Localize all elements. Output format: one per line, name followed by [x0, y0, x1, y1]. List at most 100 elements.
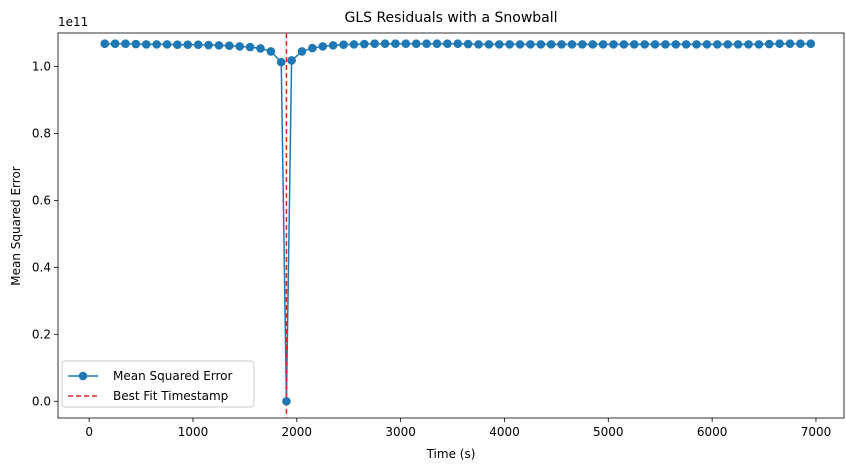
mse-point [702, 40, 712, 49]
x-tick-label: 0 [85, 425, 93, 439]
x-tick-label: 7000 [801, 425, 832, 439]
mse-point [546, 40, 556, 49]
mse-point [775, 39, 784, 49]
mse-point [256, 44, 265, 53]
mse-point [411, 39, 421, 49]
mse-point [214, 41, 224, 50]
legend-box [61, 360, 255, 408]
mse-point [713, 40, 722, 49]
mse-point [282, 396, 291, 406]
mse-point [328, 41, 338, 50]
y-tick-label: 0.2 [32, 327, 51, 341]
mse-point [764, 39, 774, 49]
y-offset-text: 1e11 [58, 15, 88, 29]
mse-point [692, 40, 701, 49]
x-axis: 0 1000 2000 3000 4000 5000 6000 7000 [85, 418, 831, 439]
mse-point [380, 39, 390, 49]
mse-point [619, 40, 629, 49]
y-axis: 0.0 0.2 0.4 0.6 0.8 1.0 [32, 59, 58, 408]
y-tick-label: 0.0 [32, 394, 51, 408]
series-layer [100, 33, 816, 418]
mse-point [609, 40, 618, 49]
mse-point [474, 40, 483, 49]
mse-point [276, 57, 286, 67]
mse-point [453, 39, 463, 49]
mse-point [401, 39, 411, 49]
mse-point [463, 39, 473, 49]
mse-point [287, 56, 296, 65]
mse-point [588, 40, 598, 49]
mse-point [100, 39, 110, 49]
mse-point [349, 40, 359, 49]
mse-point [650, 40, 660, 49]
mse-point [671, 40, 681, 49]
mse-point [308, 43, 317, 53]
mse-point [515, 40, 525, 49]
x-tick-label: 1000 [178, 425, 209, 439]
mse-point [432, 39, 442, 49]
x-tick-label: 5000 [593, 425, 624, 439]
mse-point [245, 42, 255, 52]
mse-point [193, 40, 203, 50]
mse-point [360, 39, 369, 49]
legend-mse-label: Mean Squared Error [113, 369, 233, 383]
mse-point [723, 40, 733, 49]
mse-point [225, 41, 234, 51]
mse-point [536, 40, 546, 49]
mse-point [494, 40, 504, 49]
y-tick-label: 0.4 [32, 260, 51, 274]
mse-point [629, 40, 639, 49]
mse-point [204, 40, 213, 50]
mse-point [266, 47, 276, 56]
mse-point [318, 42, 328, 51]
mse-series-line [104, 42, 811, 402]
mse-point [370, 39, 379, 49]
x-tick-label: 2000 [282, 425, 313, 439]
legend-bestfit-label: Best Fit Timestamp [113, 389, 228, 403]
mse-point [235, 42, 245, 51]
mse-point [110, 39, 120, 49]
x-tick-label: 3000 [385, 425, 416, 439]
mse-point [640, 40, 649, 49]
plot-area [57, 32, 845, 419]
mse-point [567, 40, 577, 49]
mse-point [785, 39, 795, 49]
x-tick-label: 4000 [489, 425, 520, 439]
y-axis-label: Mean Squared Error [9, 166, 23, 286]
mse-point [744, 40, 753, 49]
mse-point [141, 40, 151, 49]
mse-point [598, 40, 608, 49]
mse-point [131, 39, 141, 49]
mse-point [339, 40, 348, 50]
y-tick-label: 0.6 [32, 193, 51, 207]
chart-title: GLS Residuals with a Snowball [344, 10, 557, 26]
y-tick-label: 0.8 [32, 126, 51, 140]
mse-point [297, 47, 307, 56]
mse-point [806, 39, 816, 49]
mse-point [173, 40, 182, 50]
mse-point [733, 40, 743, 49]
mse-point [443, 39, 452, 49]
legend: Mean Squared Error Best Fit Timestamp [61, 360, 255, 408]
mse-point [661, 40, 670, 49]
mse-point [681, 40, 691, 49]
plot-frame [57, 32, 845, 419]
x-axis-label: Time (s) [426, 447, 476, 461]
mse-point [422, 39, 431, 49]
mse-point [505, 40, 514, 49]
mse-point [162, 40, 172, 49]
mse-point [183, 40, 193, 50]
mse-point [391, 39, 400, 49]
x-tick-label: 6000 [697, 425, 728, 439]
mse-point [526, 40, 535, 49]
mse-point [484, 40, 494, 49]
mse-point [578, 40, 587, 49]
mse-point [152, 40, 161, 49]
legend-mse-marker [78, 371, 88, 381]
mse-point [121, 39, 130, 49]
mse-point [557, 40, 566, 49]
y-tick-label: 1.0 [32, 59, 51, 73]
mse-point [796, 39, 805, 49]
mse-point [754, 40, 764, 49]
